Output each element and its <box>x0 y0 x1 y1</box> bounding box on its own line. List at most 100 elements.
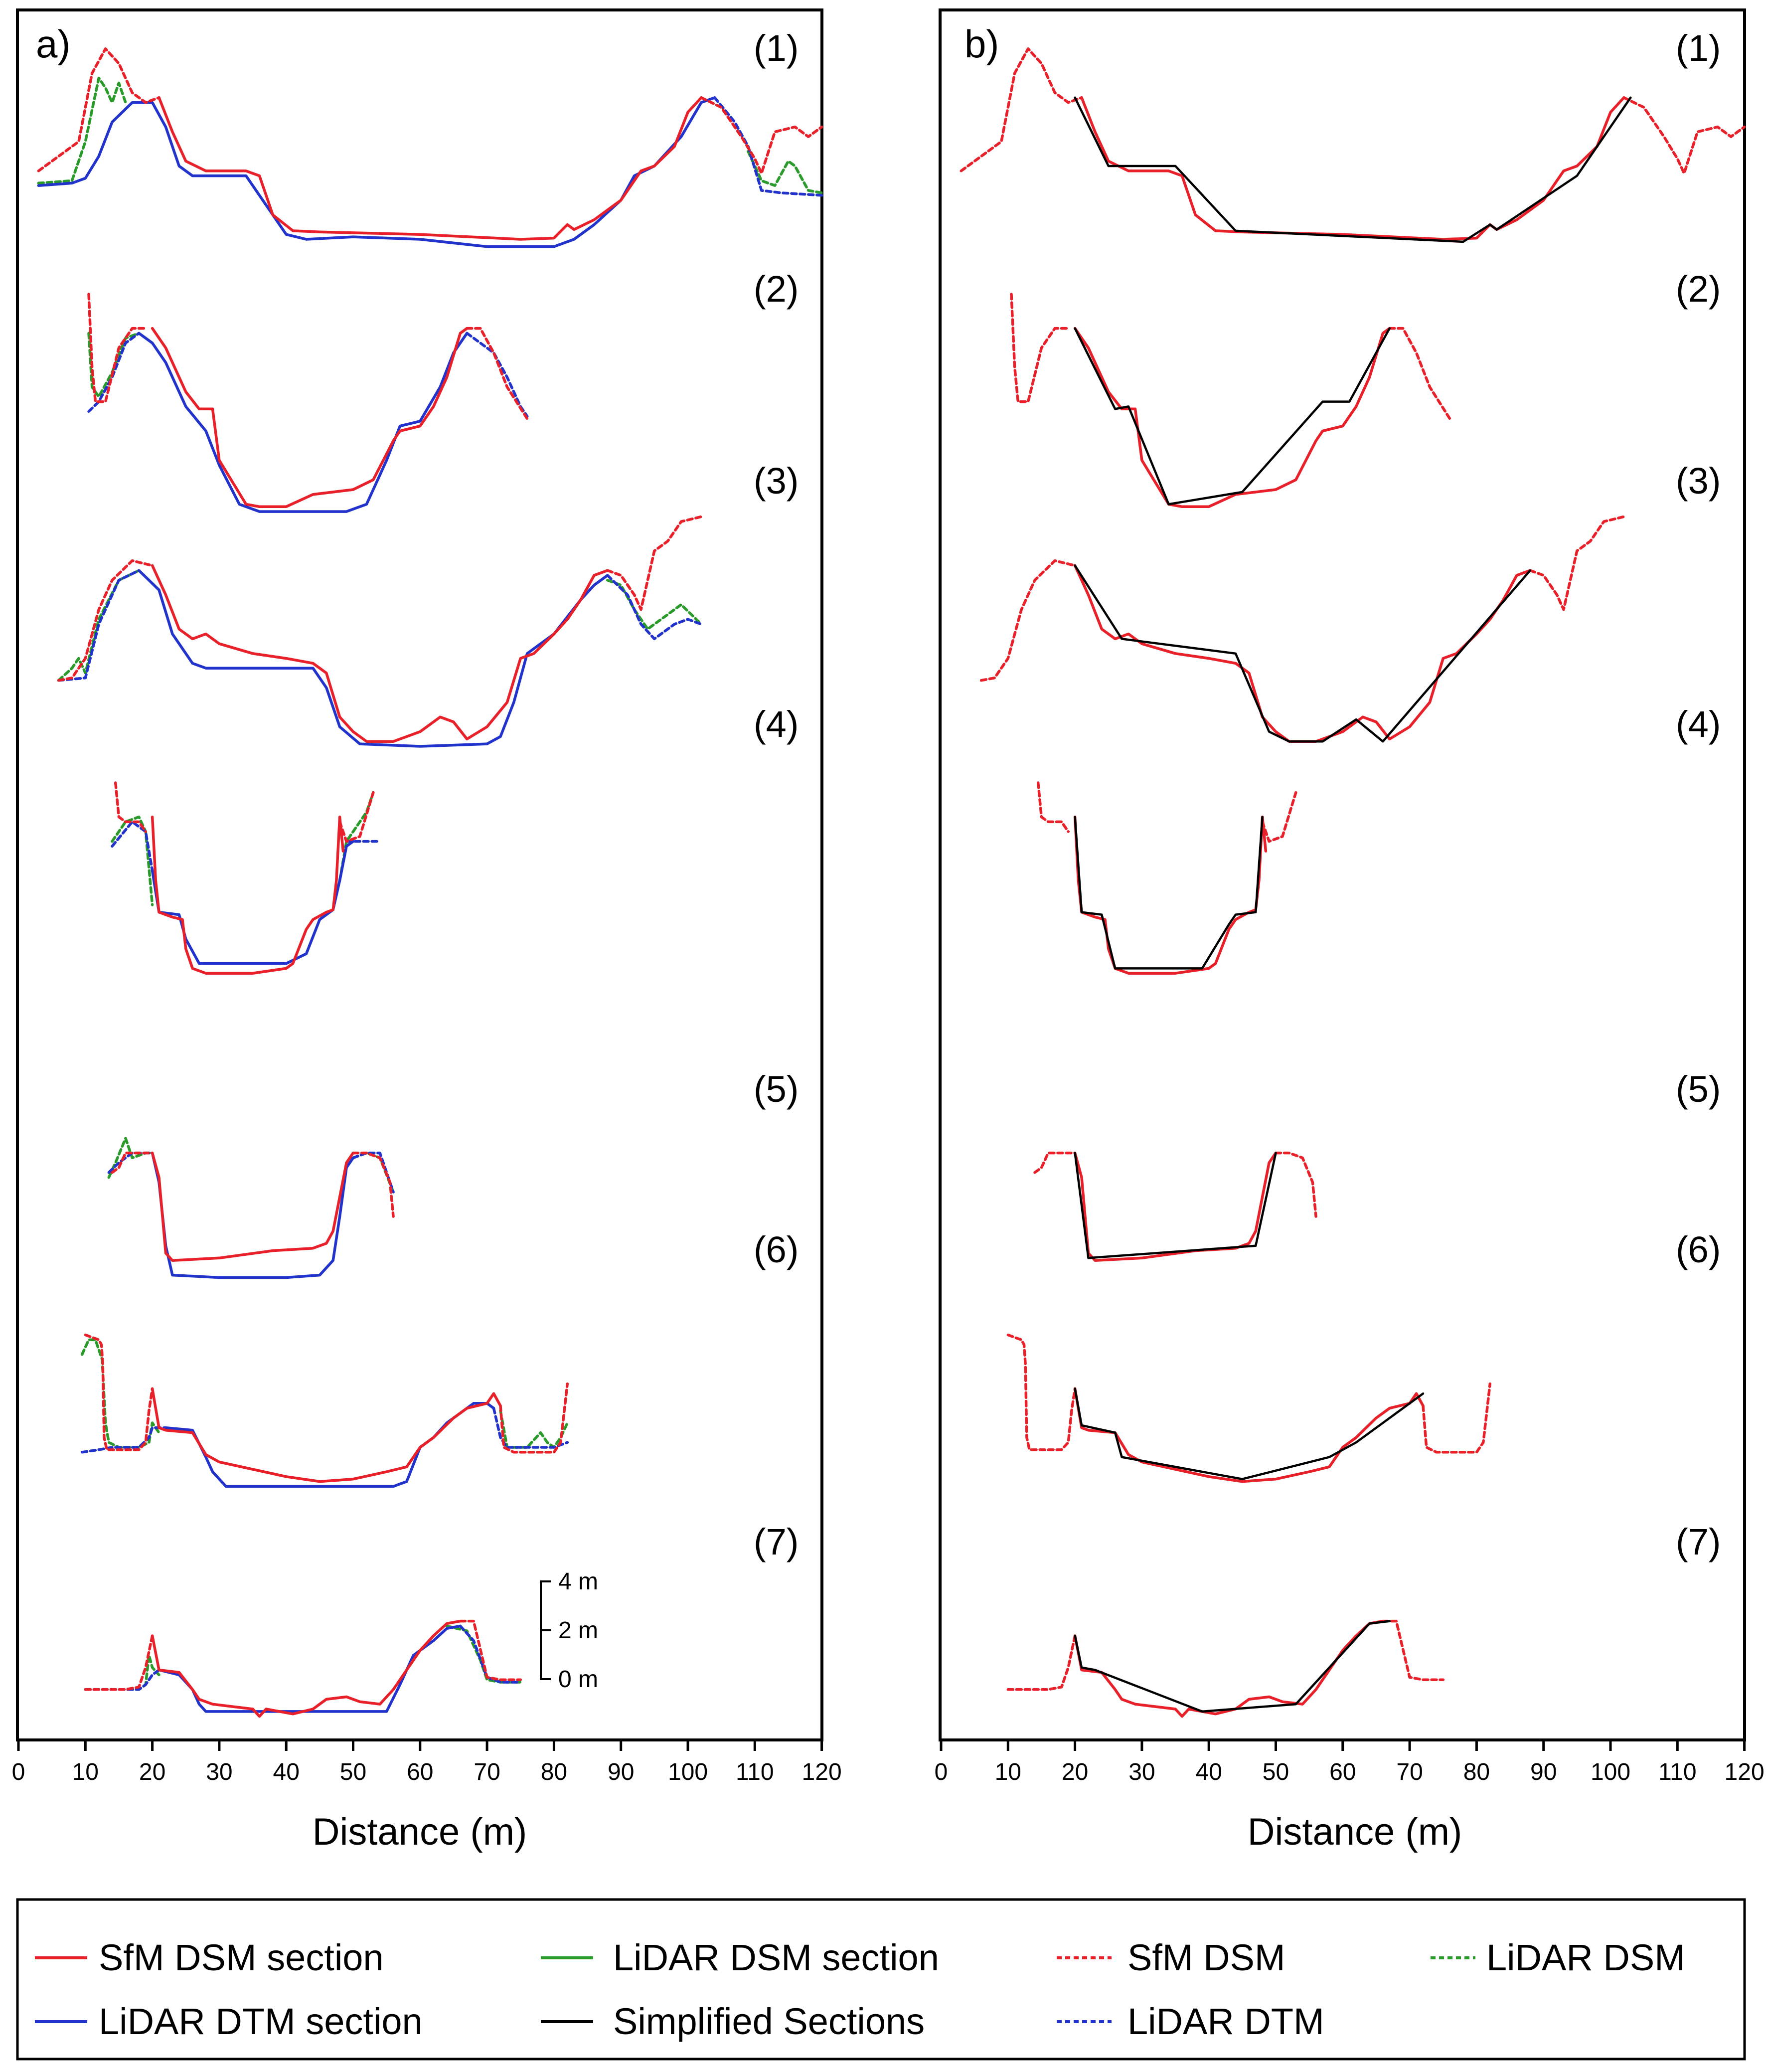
legend-label-sfm-dsm: SfM DSM <box>1127 1937 1285 1978</box>
sfm-dsm-line <box>57 559 154 682</box>
x-tick-label: 10 <box>72 1759 99 1785</box>
panel-a-label: a) <box>36 22 70 66</box>
x-tick-label: 0 <box>935 1759 948 1785</box>
legend-label-sfm-section: SfM DSM section <box>99 1937 384 1978</box>
sfm-dsm-line <box>1006 1634 1077 1691</box>
sfm-dsm-line <box>1261 791 1297 843</box>
legend-label-lidar-dtm: LiDAR DTM <box>1127 2001 1324 2042</box>
x-tick-label: 50 <box>340 1759 366 1785</box>
panel-b-section-labels: (1) (2) (3) (4) (5) (6) (7) <box>1676 27 1721 1562</box>
sfm-dsm-section-line <box>151 1387 502 1483</box>
panel-a-section-labels: (1) (2) (3) (4) (5) (6) (7) <box>754 27 799 1562</box>
x-tick-label: 70 <box>474 1759 500 1785</box>
x-tick-label: 100 <box>1591 1759 1630 1785</box>
lidar-dsm-line <box>111 815 154 906</box>
sfm-dsm-line <box>1010 293 1070 403</box>
legend-label-lidar-dtm-section: LiDAR DTM section <box>99 2001 423 2042</box>
scale-label-4m: 4 m <box>558 1568 598 1595</box>
section-2 <box>1010 293 1451 509</box>
sfm-dsm-line <box>1622 96 1746 175</box>
sfm-dsm-line <box>1274 1151 1317 1218</box>
lidar-dsm-line <box>37 76 127 185</box>
sfm-dsm-line <box>1529 515 1625 611</box>
section-1 <box>37 47 823 248</box>
simplified-section-line <box>1074 564 1532 743</box>
sfm-dsm-line <box>84 1634 154 1691</box>
lidar-dtm-line <box>713 96 823 197</box>
x-tick-label: 30 <box>1128 1759 1155 1785</box>
section-label: (4) <box>754 703 799 745</box>
sfm-dsm-section-line <box>1073 327 1391 509</box>
lidar-dsm-line <box>80 1338 161 1449</box>
simplified-section-line <box>1074 1620 1391 1713</box>
sfm-dsm-line <box>1006 1333 1077 1451</box>
x-tick-label: 20 <box>139 1759 165 1785</box>
panel-a-curves <box>37 47 823 1718</box>
x-tick-label: 40 <box>273 1759 300 1785</box>
legend: SfM DSM section LiDAR DSM section SfM DS… <box>16 1898 1746 2061</box>
sfm-dsm-section-line <box>151 815 345 975</box>
sfm-dsm-section-line <box>1080 96 1625 241</box>
sfm-dsm-section-line <box>158 96 703 241</box>
x-tick-label: 0 <box>12 1759 25 1785</box>
sfm-dsm-line <box>606 515 703 611</box>
x-tick-label: 120 <box>802 1759 842 1785</box>
section-6 <box>80 1333 569 1488</box>
x-tick-label: 110 <box>736 1759 774 1785</box>
x-tick-label: 20 <box>1062 1759 1088 1785</box>
x-tick-label: 90 <box>1530 1759 1557 1785</box>
section-3 <box>57 515 703 748</box>
section-label: (7) <box>754 1521 799 1562</box>
x-tick-label: 100 <box>668 1759 708 1785</box>
simplified-section-line <box>1074 327 1391 506</box>
section-4 <box>1036 781 1297 975</box>
x-tick-label: 70 <box>1396 1759 1423 1785</box>
scale-label-0m: 0 m <box>558 1666 598 1693</box>
legend-label-lidar-dsm: LiDAR DSM <box>1486 1937 1685 1978</box>
section-label: (5) <box>1676 1068 1721 1110</box>
simplified-section-line <box>1074 1387 1425 1480</box>
sfm-dsm-line <box>1388 327 1451 420</box>
sfm-dsm-line <box>960 47 1083 173</box>
panel-b-x-axis: 0 10 20 30 40 50 60 70 80 90 100 110 120 <box>935 1740 1765 1785</box>
lidar-dtm-section-line <box>137 332 469 513</box>
x-tick-label: 60 <box>407 1759 433 1785</box>
section-3 <box>979 515 1625 743</box>
section-label: (2) <box>1676 268 1721 310</box>
sfm-dsm-section-line <box>151 1151 355 1262</box>
lidar-dsm-line <box>87 332 141 398</box>
scale-label-2m: 2 m <box>558 1617 598 1644</box>
lidar-dsm-line <box>747 150 823 194</box>
legend-box <box>16 1898 1746 2061</box>
sfm-dsm-line <box>466 327 529 420</box>
sfm-dsm-section-line <box>151 1619 462 1718</box>
x-axis-title-a: Distance (m) <box>313 1811 527 1853</box>
section-label: (2) <box>754 268 799 310</box>
vertical-scale-bar: 4 m 2 m 0 m <box>540 1568 598 1693</box>
panel-b-curves <box>960 47 1746 1718</box>
section-6 <box>1006 1333 1492 1483</box>
section-1 <box>960 47 1746 243</box>
section-2 <box>87 293 529 513</box>
section-label: (4) <box>1676 703 1721 745</box>
sfm-dsm-line <box>1033 1151 1077 1174</box>
sfm-dsm-line <box>1381 1619 1445 1681</box>
section-label: (6) <box>1676 1229 1721 1270</box>
x-tick-label: 60 <box>1329 1759 1356 1785</box>
lidar-dtm-line <box>606 574 703 641</box>
sfm-dsm-line <box>1422 1382 1492 1454</box>
sfm-dsm-line <box>37 47 161 173</box>
section-7 <box>1006 1619 1445 1718</box>
legend-label-lidar-dsm-section: LiDAR DSM section <box>613 1937 939 1978</box>
panel-b-label: b) <box>964 22 999 66</box>
panel-a-x-axis: 0 10 20 30 40 50 60 70 80 90 100 110 120 <box>12 1740 842 1785</box>
sfm-dsm-line <box>499 1382 569 1454</box>
x-tick-label: 110 <box>1658 1759 1697 1785</box>
x-tick-label: 90 <box>608 1759 634 1785</box>
sfm-dsm-line <box>111 1151 154 1174</box>
sfm-dsm-line <box>338 791 375 843</box>
lidar-dtm-line <box>111 820 154 872</box>
section-label: (1) <box>754 27 799 69</box>
sfm-dsm-line <box>979 559 1077 682</box>
